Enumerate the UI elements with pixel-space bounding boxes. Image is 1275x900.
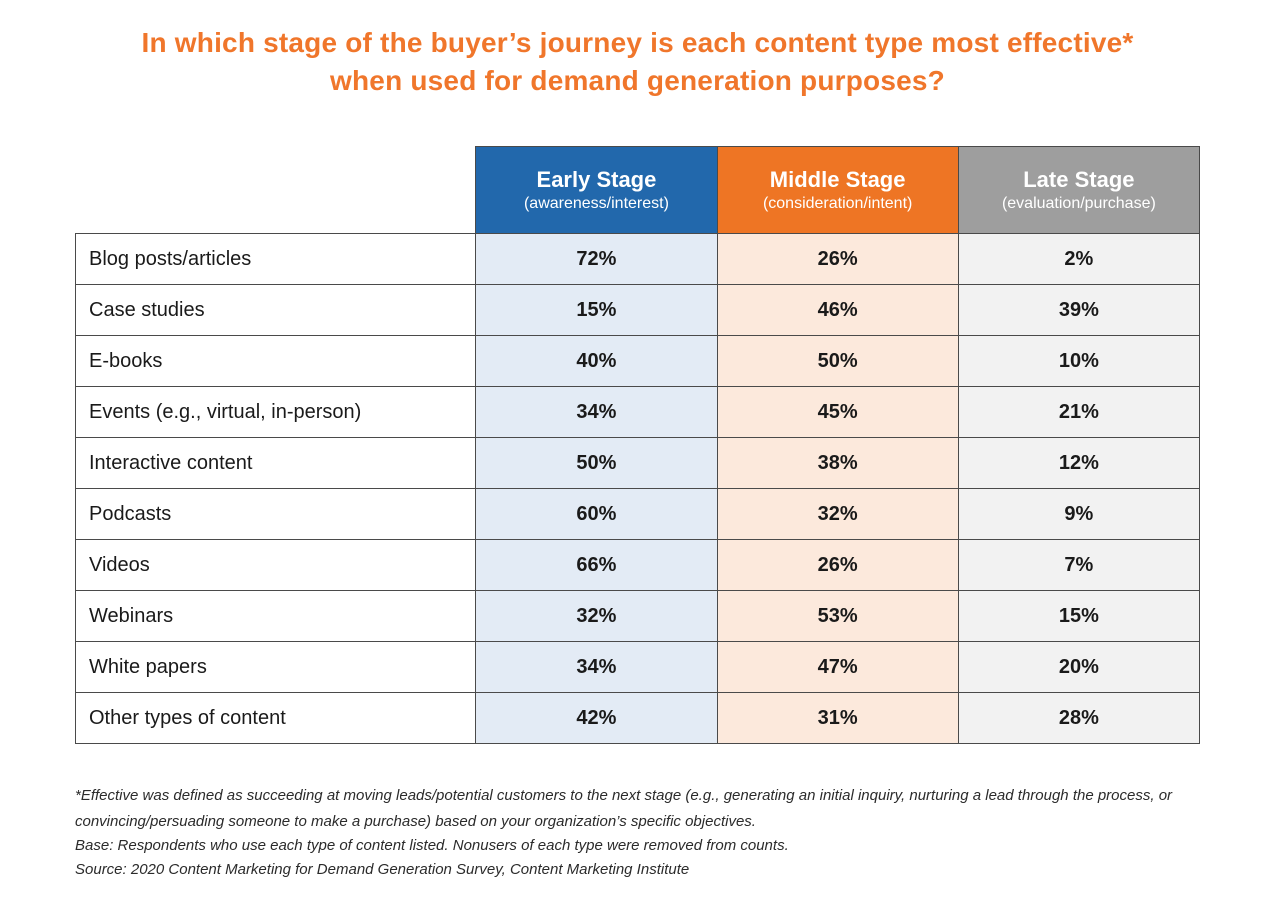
value-late: 7% bbox=[957, 539, 1201, 591]
column-header-label: Late Stage bbox=[1023, 166, 1135, 192]
value-middle: 32% bbox=[716, 488, 959, 540]
footnote-effective-definition: *Effective was defined as succeeding at … bbox=[75, 787, 1173, 830]
row-label: Interactive content bbox=[74, 437, 477, 489]
table-row: Blog posts/articles 72% 26% 2% bbox=[74, 233, 1201, 285]
value-early: 66% bbox=[475, 539, 718, 591]
table-row: Podcasts 60% 32% 9% bbox=[74, 488, 1201, 540]
value-late: 20% bbox=[957, 641, 1201, 693]
value-early: 50% bbox=[475, 437, 718, 489]
value-late: 2% bbox=[957, 233, 1201, 285]
value-early: 34% bbox=[475, 641, 718, 693]
table-row: Case studies 15% 46% 39% bbox=[74, 284, 1201, 336]
value-middle: 47% bbox=[716, 641, 959, 693]
value-early: 32% bbox=[475, 590, 718, 642]
footnote-base-source-block: Base: Respondents who use each type of c… bbox=[75, 834, 1200, 882]
column-header-early-stage: Early Stage (awareness/interest) bbox=[475, 146, 718, 234]
value-early: 60% bbox=[475, 488, 718, 540]
row-label: Case studies bbox=[74, 284, 477, 336]
column-header-sublabel: (awareness/interest) bbox=[523, 194, 669, 212]
row-label: Blog posts/articles bbox=[74, 233, 477, 285]
value-late: 39% bbox=[957, 284, 1201, 336]
value-middle: 31% bbox=[716, 692, 959, 744]
value-late: 15% bbox=[957, 590, 1201, 642]
value-early: 42% bbox=[475, 692, 718, 744]
column-header-label: Early Stage bbox=[536, 166, 657, 192]
column-header-middle-stage: Middle Stage (consideration/intent) bbox=[716, 146, 959, 234]
footnote-source: Source: 2020 Content Marketing for Deman… bbox=[75, 861, 690, 878]
content-effectiveness-table: Early Stage (awareness/interest) Middle … bbox=[74, 146, 1201, 744]
page-title: In which stage of the buyer’s journey is… bbox=[141, 27, 1134, 96]
row-label: Events (e.g., virtual, in-person) bbox=[74, 386, 477, 438]
table-row: Other types of content 42% 31% 28% bbox=[74, 692, 1201, 744]
value-late: 9% bbox=[957, 488, 1201, 540]
value-middle: 38% bbox=[716, 437, 959, 489]
table-row: White papers 34% 47% 20% bbox=[74, 641, 1201, 693]
value-early: 34% bbox=[475, 386, 718, 438]
row-label: Videos bbox=[74, 539, 477, 591]
column-header-late-stage: Late Stage (evaluation/purchase) bbox=[957, 146, 1201, 234]
row-label: Other types of content bbox=[74, 692, 477, 744]
blank-corner-cell bbox=[75, 146, 476, 234]
column-header-sublabel: (consideration/intent) bbox=[762, 194, 913, 212]
header-row: Early Stage (awareness/interest) Middle … bbox=[75, 146, 1201, 234]
value-middle: 26% bbox=[716, 233, 959, 285]
table-row: Webinars 32% 53% 15% bbox=[74, 590, 1201, 642]
table-row: Events (e.g., virtual, in-person) 34% 45… bbox=[74, 386, 1201, 438]
footnote-base: Base: Respondents who use each type of c… bbox=[75, 837, 789, 854]
row-label: White papers bbox=[74, 641, 477, 693]
value-middle: 46% bbox=[716, 284, 959, 336]
table-row: Interactive content 50% 38% 12% bbox=[74, 437, 1201, 489]
value-middle: 50% bbox=[716, 335, 959, 387]
value-middle: 53% bbox=[716, 590, 959, 642]
row-label: Webinars bbox=[74, 590, 477, 642]
table-row: Videos 66% 26% 7% bbox=[74, 539, 1201, 591]
table-row: E-books 40% 50% 10% bbox=[74, 335, 1201, 387]
value-late: 21% bbox=[957, 386, 1201, 438]
value-late: 10% bbox=[957, 335, 1201, 387]
value-early: 40% bbox=[475, 335, 718, 387]
column-header-label: Middle Stage bbox=[769, 166, 906, 192]
value-early: 15% bbox=[475, 284, 718, 336]
value-early: 72% bbox=[475, 233, 718, 285]
row-label: E-books bbox=[74, 335, 477, 387]
value-late: 28% bbox=[957, 692, 1201, 744]
content-effectiveness-table-wrap: Early Stage (awareness/interest) Middle … bbox=[74, 146, 1201, 744]
value-late: 12% bbox=[957, 437, 1201, 489]
value-middle: 45% bbox=[716, 386, 959, 438]
row-label: Podcasts bbox=[74, 488, 477, 540]
column-header-sublabel: (evaluation/purchase) bbox=[1001, 194, 1156, 212]
value-middle: 26% bbox=[716, 539, 959, 591]
